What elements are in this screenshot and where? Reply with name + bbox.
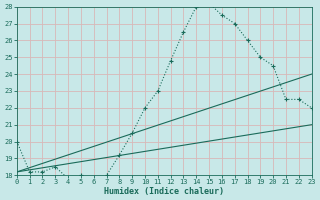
X-axis label: Humidex (Indice chaleur): Humidex (Indice chaleur): [104, 187, 224, 196]
